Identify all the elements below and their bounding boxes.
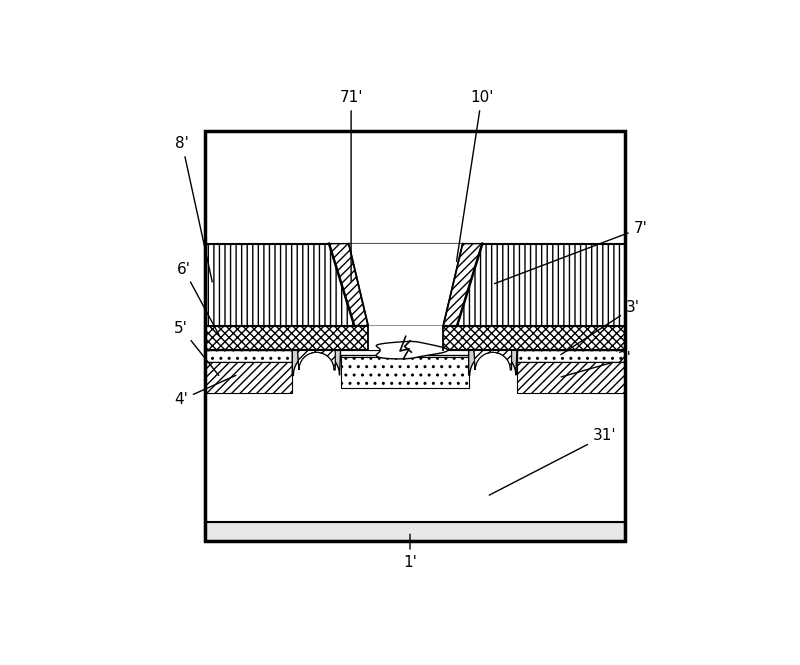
Text: 6': 6' [177,262,219,335]
Bar [205,131,625,541]
Bar [517,362,625,393]
Polygon shape [474,350,511,370]
Bar [205,243,625,326]
Bar [517,350,625,362]
Text: 5': 5' [174,321,219,376]
Polygon shape [329,243,368,326]
Text: 1': 1' [403,534,417,570]
Text: 31': 31' [490,428,616,495]
Bar [205,350,292,362]
Polygon shape [368,326,443,350]
Polygon shape [292,350,341,375]
Polygon shape [469,350,517,375]
Bar [205,362,292,393]
Polygon shape [329,243,482,326]
Text: 71': 71' [339,90,363,282]
Bar [341,355,469,362]
Text: 4': 4' [174,375,236,408]
Polygon shape [443,243,482,326]
Text: 7': 7' [494,221,647,284]
Text: 8': 8' [175,136,212,282]
Text: 10': 10' [457,90,494,261]
Bar [205,326,625,350]
Bar [205,350,625,522]
Text: 2': 2' [561,351,632,377]
Bar [205,522,625,541]
Text: 3': 3' [561,300,640,354]
Polygon shape [298,350,335,370]
Bar [341,357,469,388]
Polygon shape [376,341,448,359]
